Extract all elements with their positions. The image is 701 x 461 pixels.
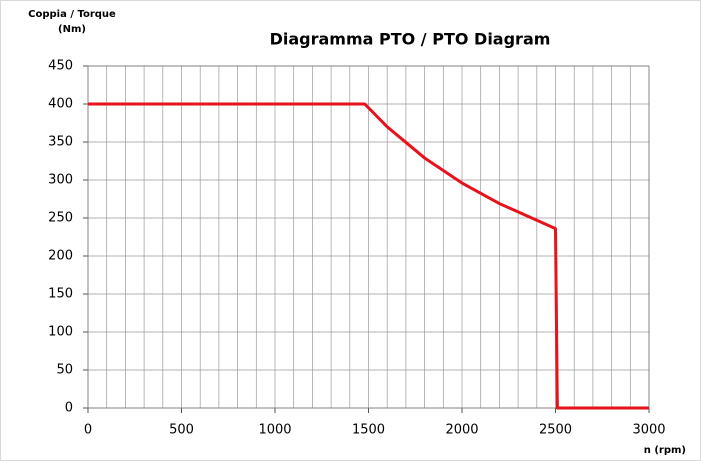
y-tick-label: 450 [48,59,73,74]
y-tick-label: 50 [56,363,73,378]
x-tick-label: 500 [169,423,194,438]
chart-frame [1,1,701,461]
y-tick-label: 200 [48,249,73,264]
y-tick-label: 250 [48,211,73,226]
x-axis-label: n (rpm) [644,445,686,456]
y-tick-label: 100 [48,325,73,340]
chart: Diagramma PTO / PTO Diagram Coppia / Tor… [0,0,701,461]
x-tick-label: 1500 [352,423,385,438]
y-tick-label: 150 [48,287,73,302]
y-axis-label: Coppia / Torque [28,9,116,20]
y-tick-label: 400 [48,97,73,112]
x-tick-label: 2000 [445,423,478,438]
y-tick-label: 0 [65,401,73,416]
x-tick-label: 2500 [539,423,572,438]
x-tick-label: 0 [84,423,92,438]
x-tick-label: 1000 [258,423,291,438]
y-tick-label: 350 [48,135,73,150]
x-tick-label: 3000 [632,423,665,438]
chart-title: Diagramma PTO / PTO Diagram [270,30,551,49]
y-tick-label: 300 [48,173,73,188]
y-axis-label: (Nm) [58,24,86,35]
